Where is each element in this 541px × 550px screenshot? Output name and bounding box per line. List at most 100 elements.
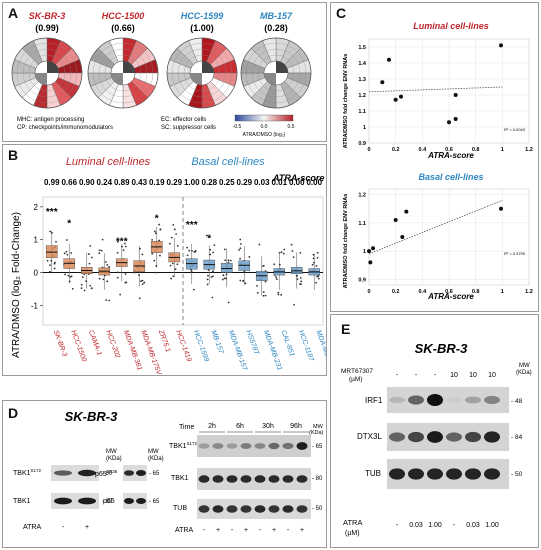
x-tick-label: 0.8 <box>472 147 480 153</box>
panel-e-title: SK-BR-3 <box>415 341 468 356</box>
data-point <box>209 253 212 256</box>
data-point <box>291 250 294 252</box>
blot-p65: p65 - 65 <box>103 493 160 509</box>
y-tick-label: 1 <box>34 236 39 245</box>
cell-line-header-2: HCC-1599 (1.00) <box>181 11 224 33</box>
inhibitor-label: MRT67307 <box>341 368 373 375</box>
data-point <box>223 277 226 280</box>
band <box>226 475 238 483</box>
x-tick-label: 0 <box>367 147 370 153</box>
data-point <box>100 249 103 252</box>
legend-cp: CP: checkpoints/immunomodulators <box>17 125 113 131</box>
atra-value: + <box>216 527 220 534</box>
data-point <box>89 245 92 247</box>
data-point <box>80 287 83 289</box>
atra-score-value: 0.99 <box>44 178 60 187</box>
y-tick-label: 1.2 <box>358 93 366 99</box>
scatter-point <box>393 97 398 102</box>
data-point <box>153 259 156 262</box>
data-point <box>108 265 111 268</box>
atra-value: + <box>272 527 276 534</box>
data-point <box>98 277 101 280</box>
band <box>54 497 72 505</box>
data-point <box>169 264 172 267</box>
mw-marker: - 48 <box>511 398 523 405</box>
radar-plot <box>11 37 83 109</box>
data-point <box>49 230 51 233</box>
category-label: HCC-202 <box>104 329 121 359</box>
significance-marker: *** <box>186 220 198 231</box>
x-tick-label: 0.8 <box>472 289 480 295</box>
band <box>282 442 294 450</box>
x-tick-label: 1 <box>501 289 504 295</box>
data-point <box>138 297 141 300</box>
atra-value: 0.03 <box>466 522 480 529</box>
data-point <box>205 234 208 237</box>
category-label: MDA-MB-436 <box>314 329 327 371</box>
band <box>254 475 266 483</box>
data-point <box>278 251 281 254</box>
scatter-point <box>447 120 451 125</box>
band <box>446 397 462 403</box>
data-point <box>88 262 91 265</box>
cell-line-name: HCC-1599 <box>181 11 224 21</box>
data-point <box>223 248 226 251</box>
band <box>408 431 424 443</box>
panel-e: E SK-BR-3 MRT67307 (µM) MW (KDa) ATRA (µM… <box>330 314 539 548</box>
data-point <box>296 278 299 281</box>
band <box>465 396 481 404</box>
mw-header-right: MW (KDa) <box>309 424 324 436</box>
cell-line-name: SK-BR-3 <box>29 11 66 21</box>
data-point <box>176 263 179 266</box>
category-label: HCC-1599 <box>192 329 210 363</box>
data-point <box>154 271 157 274</box>
radar-ring <box>171 42 233 104</box>
time-point: 2h <box>208 423 216 430</box>
blot-label: TBK1S172 <box>169 441 198 450</box>
scatter-point <box>499 43 503 48</box>
mw-marker: - 80 <box>312 476 323 482</box>
cell-line-score: (1.00) <box>190 23 214 33</box>
atra-score-value: 0.00 <box>289 178 305 187</box>
mw-header-mid: MW (KDa) <box>148 449 164 462</box>
data-point <box>275 276 277 279</box>
data-point <box>258 243 261 246</box>
data-point <box>316 251 319 254</box>
cell-line-score: (0.99) <box>35 23 59 33</box>
band <box>296 442 308 450</box>
data-point <box>141 253 144 256</box>
data-point <box>213 244 216 247</box>
panel-d: D SK-BR-3 MW (KDa) TBK1S172 - 80 TBK1 - 8… <box>2 400 327 548</box>
mw-marker: - 50 <box>511 471 523 478</box>
data-point <box>116 271 119 274</box>
radar-outline <box>166 37 238 109</box>
atra-unit-e: (µM) <box>345 530 360 537</box>
band <box>226 443 238 449</box>
scatter-point <box>399 94 403 99</box>
data-point <box>50 259 53 262</box>
data-point <box>290 243 293 246</box>
panel-a-label: A <box>8 5 19 21</box>
group-label-basal: Basal cell-lines <box>191 156 265 168</box>
y-axis-label: ATRA/DMSO (log₂ Fold-Change) <box>11 212 22 358</box>
category-label: CAL-851 <box>279 329 295 357</box>
data-point <box>316 256 319 259</box>
y-tick-label: 1.1 <box>358 109 366 115</box>
blot-label: TBK1S172 <box>13 468 42 477</box>
band <box>54 470 72 476</box>
band <box>198 475 210 483</box>
inhibitor-value: 10 <box>450 372 458 379</box>
blot-tbk1-s172-left: TBK1S172 - 80 <box>13 465 113 481</box>
scatter-point <box>453 117 458 121</box>
data-point <box>158 239 160 242</box>
data-point <box>242 280 245 283</box>
radar-center-quadrant <box>123 61 135 73</box>
blot-strip <box>51 493 99 509</box>
atra-value: - <box>231 527 234 534</box>
band <box>212 443 224 449</box>
data-point <box>275 278 278 281</box>
data-point <box>65 250 68 253</box>
blot-label: p65S536 <box>95 469 118 478</box>
y-tick-label: -1 <box>31 301 39 310</box>
atra-score-value: 0.89 <box>114 178 130 187</box>
